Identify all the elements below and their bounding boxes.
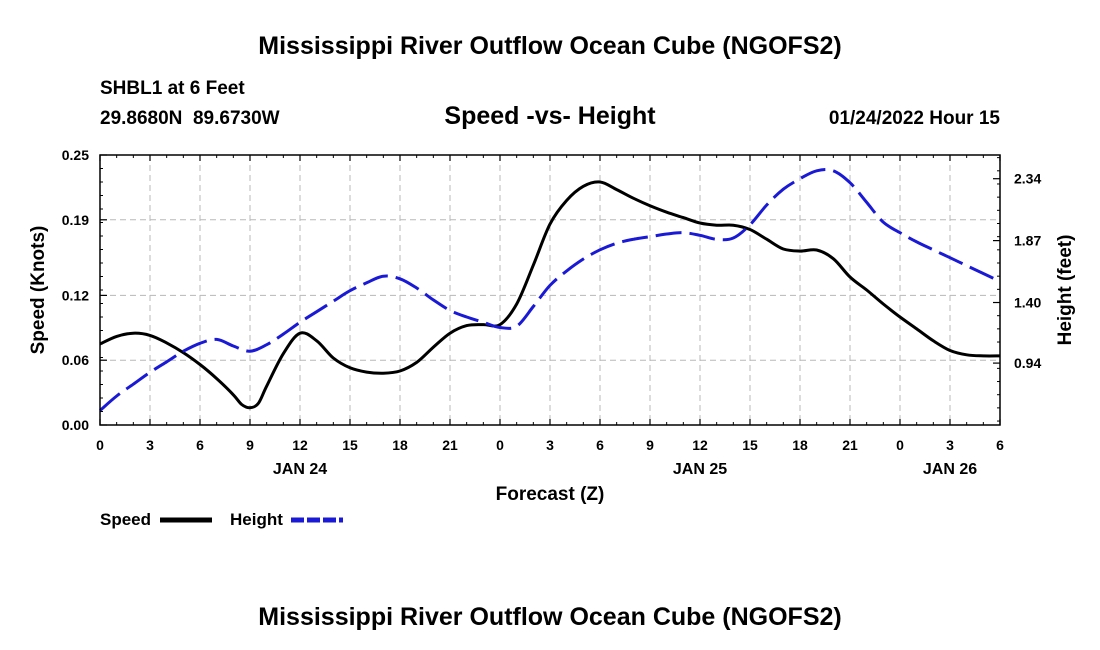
x-tick-label: 12 (692, 437, 708, 453)
y-tick-label: 0.19 (62, 212, 89, 228)
coordinates-label: 29.8680N 89.6730W (100, 108, 280, 129)
forecast-datetime: 01/24/2022 Hour 15 (829, 108, 1001, 129)
station-label: SHBL1 at 6 Feet (100, 78, 245, 99)
x-tick-label: 6 (196, 437, 204, 453)
x-axis-title: Forecast (Z) (496, 484, 605, 505)
y-axis-title: Speed (Knots) (28, 226, 49, 355)
x-tick-label: 3 (146, 437, 154, 453)
y2-tick-label: 1.87 (1014, 233, 1041, 249)
axes (99, 154, 1001, 426)
x-tick-label: 15 (742, 437, 758, 453)
grid (100, 155, 1000, 425)
x-tick-label: 3 (946, 437, 954, 453)
y-tick-label: 0.12 (62, 287, 89, 303)
x-tick-label: 18 (792, 437, 808, 453)
chart-subtitle: Speed -vs- Height (444, 102, 656, 130)
legend-label-height: Height (230, 510, 283, 529)
y2-tick-label: 1.40 (1014, 295, 1041, 311)
date-label: JAN 25 (673, 461, 727, 478)
date-label: JAN 26 (923, 461, 977, 478)
page-title: Mississippi River Outflow Ocean Cube (NG… (258, 32, 841, 60)
footer-title: Mississippi River Outflow Ocean Cube (NG… (258, 603, 841, 631)
x-tick-label: 6 (996, 437, 1004, 453)
x-tick-label: 21 (442, 437, 458, 453)
y2-tick-label: 0.94 (1014, 355, 1041, 371)
legend: Speed Height (100, 510, 343, 529)
y2-axis-title: Height (feet) (1055, 235, 1076, 346)
plot-series (99, 168, 1001, 412)
x-tick-label: 9 (246, 437, 254, 453)
y2-tick-label: 2.34 (1014, 171, 1041, 187)
y-tick-label: 0.25 (62, 147, 89, 163)
x-tick-label: 0 (96, 437, 104, 453)
axis-labels: 0 3 6 9 12 15 18 21 0 3 6 9 12 15 18 21 0 3 6 0.00 0.06 0.12 0… (62, 147, 1042, 478)
x-tick-label: 18 (392, 437, 408, 453)
y-tick-label: 0.00 (62, 417, 89, 433)
x-tick-label: 12 (292, 437, 308, 453)
legend-label-speed: Speed (100, 510, 151, 529)
x-tick-label: 3 (546, 437, 554, 453)
x-tick-label: 21 (842, 437, 858, 453)
plot-frame (99, 154, 1001, 426)
date-label: JAN 24 (273, 461, 327, 478)
x-tick-label: 0 (496, 437, 504, 453)
series-line-height (99, 168, 1001, 412)
x-tick-label: 9 (646, 437, 654, 453)
x-tick-label: 15 (342, 437, 358, 453)
x-tick-label: 0 (896, 437, 904, 453)
x-tick-label: 6 (596, 437, 604, 453)
series-line-speed (99, 180, 1001, 410)
y-tick-label: 0.06 (62, 352, 89, 368)
